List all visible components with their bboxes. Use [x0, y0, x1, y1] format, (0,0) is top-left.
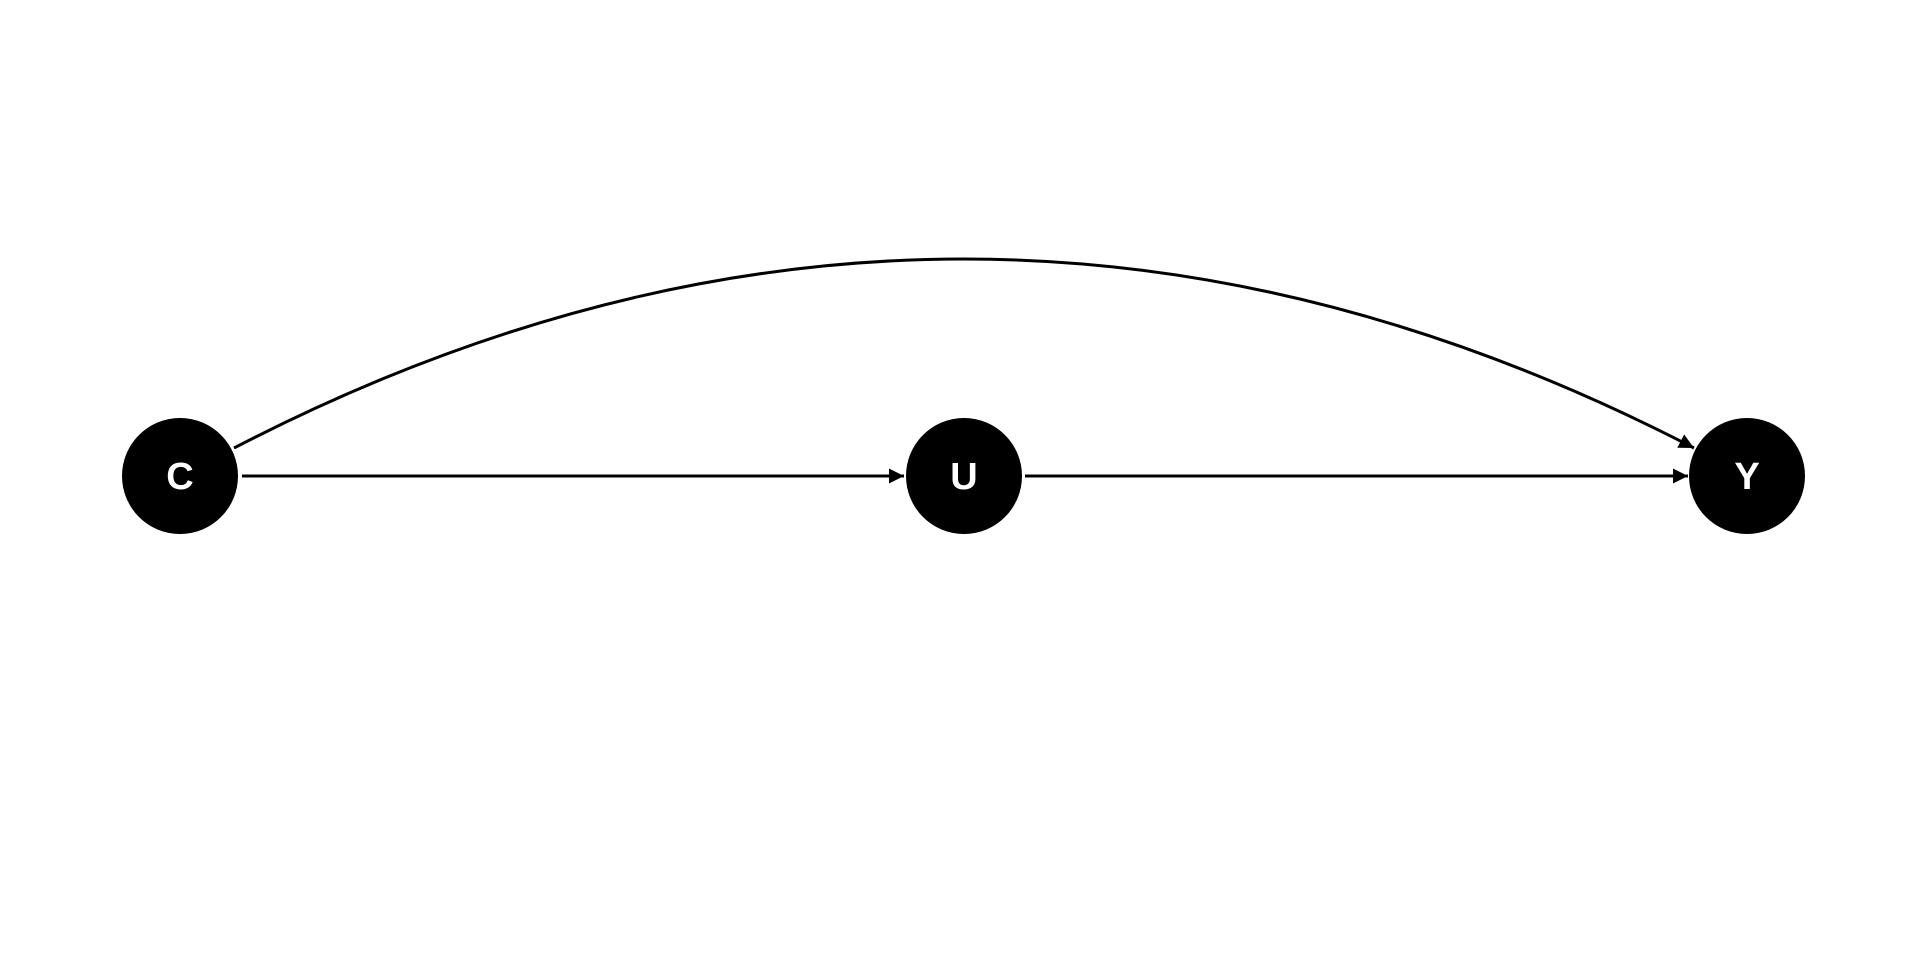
node-u-label: U — [950, 456, 977, 498]
node-u-circle — [906, 418, 1022, 534]
node-y: Y — [1689, 418, 1805, 534]
node-y-circle — [1689, 418, 1805, 534]
node-y-label: Y — [1734, 456, 1759, 498]
node-c-circle — [122, 418, 238, 534]
node-c-label: C — [166, 456, 193, 498]
edge-c-to-y — [233, 257, 1695, 450]
node-c: C — [122, 418, 238, 534]
node-u: U — [906, 418, 1022, 534]
